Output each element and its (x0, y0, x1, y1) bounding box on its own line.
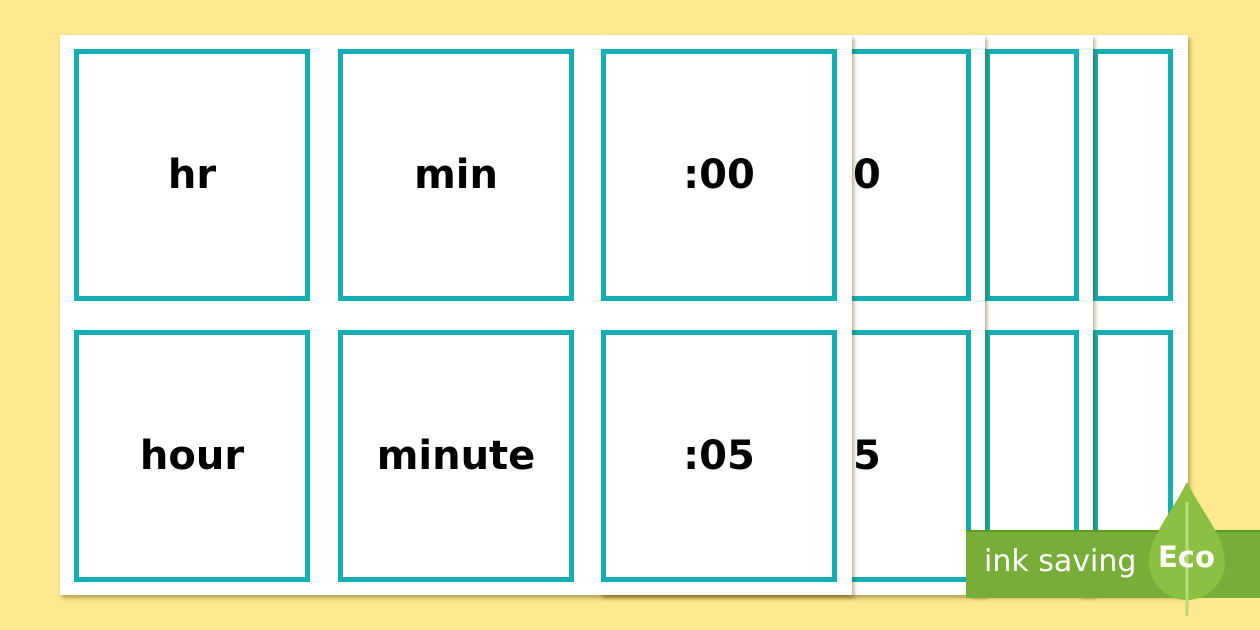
card (985, 49, 1079, 301)
card-word: hr (167, 152, 217, 198)
card-hour: hour (74, 330, 310, 582)
card (1093, 49, 1173, 301)
card-word: :00 (683, 152, 755, 198)
card-05: :05 (601, 330, 837, 582)
leaf-icon (1149, 482, 1225, 616)
card-min: min (338, 49, 574, 301)
card-hr: hr (74, 49, 310, 301)
card-word: :05 (683, 433, 755, 479)
card-minute: minute (338, 330, 574, 582)
card-word: minute (376, 433, 536, 479)
back-sheet-2 (970, 35, 1093, 595)
eco-label: Eco (1158, 540, 1215, 574)
ink-saving-label: ink saving (984, 544, 1137, 579)
card-00: :00 (601, 49, 837, 301)
card-word: min (414, 152, 498, 198)
card-word: hour (139, 433, 245, 479)
front-sheet: hr min :00 hour minute :05 (60, 35, 852, 595)
